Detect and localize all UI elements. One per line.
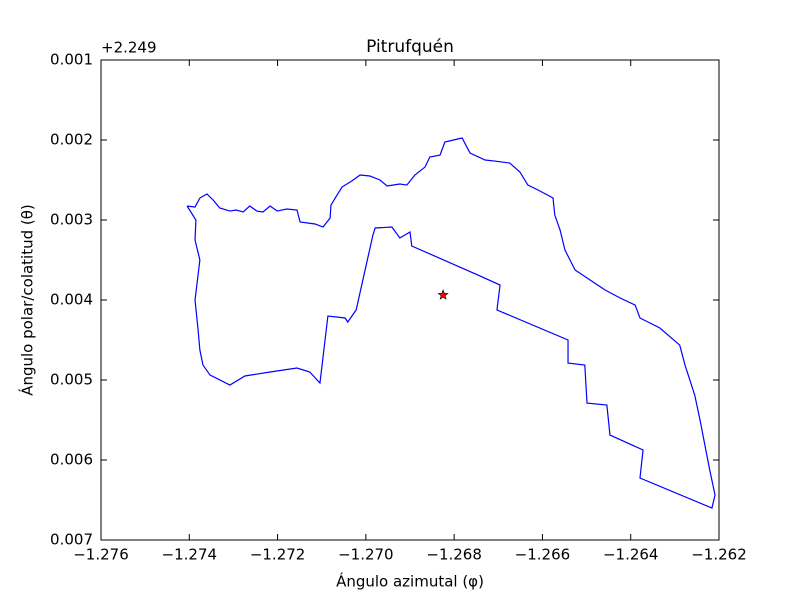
outline-line: [186, 137, 716, 509]
y-tick-label: 0.005: [50, 371, 93, 389]
y-tick-label: 0.001: [50, 51, 93, 69]
x-tick-label: −1.276: [73, 546, 129, 564]
y-tick-label: 0.006: [50, 451, 93, 469]
x-tick-label: −1.264: [603, 546, 659, 564]
y-tick-label: 0.002: [50, 131, 93, 149]
y-axis-label: Ángulo polar/colatitud (θ): [18, 204, 37, 396]
y-tick-label: 0.004: [50, 291, 93, 309]
chart-title: Pitrufquén: [366, 37, 454, 57]
x-tick-label: −1.262: [691, 546, 747, 564]
y-offset-label: +2.249: [101, 39, 157, 57]
y-tick-label: 0.003: [50, 211, 93, 229]
x-axis-label: Ángulo azimutal (φ): [336, 572, 484, 591]
y-tick-label: 0.007: [50, 531, 93, 549]
x-tick-label: −1.274: [162, 546, 218, 564]
x-tick-label: −1.268: [426, 546, 482, 564]
center-marker: [437, 289, 449, 300]
x-tick-label: −1.272: [250, 546, 306, 564]
x-tick-label: −1.266: [515, 546, 571, 564]
x-tick-label: −1.270: [338, 546, 394, 564]
